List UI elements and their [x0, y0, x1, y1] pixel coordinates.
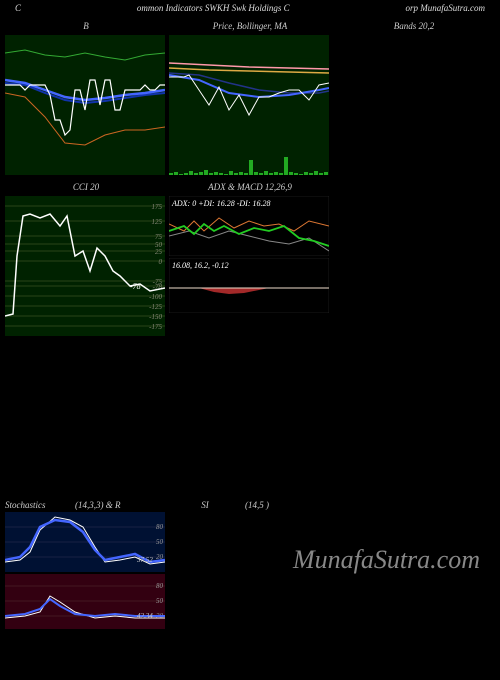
svg-text:0: 0: [159, 258, 163, 266]
stoch-title-mid: (14,3,3) & R: [75, 500, 165, 510]
svg-text:50: 50: [156, 597, 164, 605]
chart-adx-macd: ADX: 0 +DI: 16.28 -DI: 16.28 16.08, 16.2…: [169, 196, 331, 336]
header-left: C: [15, 3, 21, 13]
chart-cci: 1751257550250-75-78-100-125-150-175-78: [5, 196, 167, 336]
title-b: B: [5, 16, 167, 33]
header-row: C ommon Indicators SWKH Swk Holdings C o…: [0, 0, 500, 16]
svg-text:75: 75: [155, 233, 163, 241]
svg-text:50: 50: [156, 538, 164, 546]
chart-bands-empty: [333, 35, 495, 175]
svg-text:16.08, 16.2, -0.12: 16.08, 16.2, -0.12: [172, 261, 229, 270]
header-center: ommon Indicators SWKH Swk Holdings C: [137, 3, 290, 13]
title-cci: CCI 20: [5, 177, 167, 194]
chart-price-ma: [169, 35, 331, 175]
title-bands: Bands 20,2: [333, 16, 495, 33]
svg-text:80: 80: [156, 582, 164, 590]
svg-text:-150: -150: [149, 313, 162, 321]
svg-text:80: 80: [156, 523, 164, 531]
watermark: MunafaSutra.com: [293, 545, 480, 575]
title-adx-macd: ADX & MACD 12,26,9: [169, 177, 331, 194]
header-right: orp MunafaSutra.com: [405, 3, 485, 13]
svg-text:125: 125: [152, 218, 163, 226]
svg-text:175: 175: [152, 203, 163, 211]
stoch-panel-1: 80502037.52: [5, 512, 165, 572]
stoch-title-left: Stochastics: [5, 500, 75, 510]
stoch-title-right: (14,5 ): [245, 500, 395, 510]
title-price-ma: Price, Bollinger, MA: [169, 16, 331, 33]
stoch-title-si: SI: [165, 500, 245, 510]
stoch-panel-2: 80502042.34: [5, 574, 165, 629]
svg-text:ADX: 0 +DI: 16.28 -DI: 16.: ADX: 0 +DI: 16.28 -DI: 16.28: [171, 199, 271, 208]
svg-text:-175: -175: [149, 323, 162, 331]
svg-text:-125: -125: [149, 303, 162, 311]
top-chart-grid: B Price, Bollinger, MA Bands 20,2 CCI 20…: [0, 16, 500, 336]
svg-text:37.52: 37.52: [136, 556, 153, 564]
svg-text:-100: -100: [149, 293, 162, 301]
svg-text:42.34: 42.34: [137, 612, 153, 620]
chart-price-b: [5, 35, 167, 175]
svg-text:-78: -78: [130, 282, 141, 291]
svg-text:25: 25: [155, 248, 163, 256]
